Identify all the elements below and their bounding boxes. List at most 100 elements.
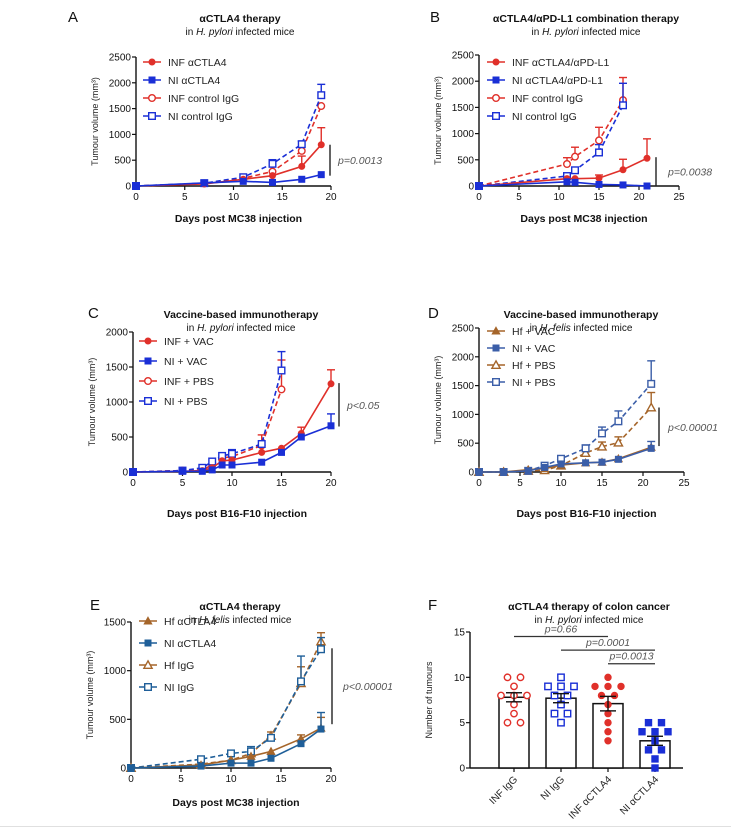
data-point xyxy=(127,764,135,772)
y-tick-label: 2000 xyxy=(452,77,475,88)
legend-marker xyxy=(147,111,156,120)
data-point xyxy=(595,136,604,145)
data-point xyxy=(227,449,236,458)
legend-item: NI IgG xyxy=(139,682,194,694)
y-tick-label: 1000 xyxy=(104,666,127,677)
legend-label: INF control IgG xyxy=(168,93,239,105)
legend-label: NI + VAC xyxy=(164,356,208,368)
data-point xyxy=(571,166,580,175)
legend-marker xyxy=(492,378,501,387)
panel-letter: B xyxy=(430,9,440,26)
legend-item: INF αCTLA4 xyxy=(143,57,227,69)
data-point xyxy=(298,175,306,183)
data-point xyxy=(541,463,549,471)
legend-item: NI αCTLA4/αPD-L1 xyxy=(487,75,603,87)
series-ni-vac xyxy=(475,440,656,476)
x-tick-label: 0 xyxy=(476,192,482,203)
data-point xyxy=(595,174,603,182)
chart-subtitle: in H. felis infected mice xyxy=(530,323,633,334)
series-line xyxy=(135,144,322,187)
data-point xyxy=(246,751,256,760)
chart-subtitle: in H. pylori infected mice xyxy=(186,27,295,38)
series-line xyxy=(479,406,652,473)
data-point xyxy=(643,182,651,190)
data-point xyxy=(267,754,275,762)
chart-subtitle: in H. felis infected mice xyxy=(189,615,292,626)
p-value-annotation: p=0.0038 xyxy=(667,167,712,179)
data-point xyxy=(657,718,666,727)
y-tick-label: 1500 xyxy=(104,618,127,629)
legend-label: Hf + PBS xyxy=(512,360,555,372)
p-value-annotation: p<0.00001 xyxy=(667,422,718,434)
data-point xyxy=(503,718,512,727)
data-point xyxy=(317,141,325,149)
data-point xyxy=(595,148,604,157)
subtitle-suffix: infected mice xyxy=(230,615,292,626)
legend-label: Hf + VAC xyxy=(512,326,556,338)
data-point xyxy=(571,178,579,186)
x-tick-label: 10 xyxy=(555,478,567,489)
y-tick-label: 0 xyxy=(122,468,128,479)
series-line xyxy=(130,728,322,769)
data-point xyxy=(317,171,325,179)
y-axis-label: Tumour volume (mm³) xyxy=(87,358,97,447)
y-axis-label: Tumour volume (mm³) xyxy=(90,77,100,166)
y-tick-label: 500 xyxy=(457,155,474,166)
y-axis-label: Tumour volume (mm³) xyxy=(433,356,443,445)
data-point xyxy=(557,682,565,691)
p-value-annotation: p=0.0013 xyxy=(608,651,653,663)
legend-item: Hf + PBS xyxy=(487,359,555,372)
category-label: INF αCTLA4 xyxy=(567,774,615,822)
legend-marker xyxy=(148,76,156,84)
series-line xyxy=(478,157,648,187)
chart-title: Vaccine-based immunotherapy xyxy=(504,309,659,321)
data-point xyxy=(278,448,285,456)
chart-subtitle: in H. pylori infected mice xyxy=(535,615,644,626)
data-point xyxy=(475,468,483,476)
x-axis-label: Days post B16-F10 injection xyxy=(167,508,307,520)
subtitle-prefix: in xyxy=(189,615,200,626)
y-tick-label: 500 xyxy=(457,439,474,450)
series-line xyxy=(132,425,332,473)
data-point xyxy=(297,146,306,155)
subtitle-suffix: infected mice xyxy=(233,27,295,38)
panel-letter: F xyxy=(428,597,437,614)
series-ni-pbs xyxy=(128,350,286,477)
legend-marker xyxy=(492,111,501,120)
data-point xyxy=(647,379,656,388)
data-point xyxy=(664,728,672,736)
data-point xyxy=(247,759,255,767)
data-point xyxy=(571,152,580,161)
y-tick-label: 1000 xyxy=(109,130,132,141)
data-point xyxy=(510,682,518,691)
x-axis-label: Days post MC38 injection xyxy=(172,797,299,809)
x-axis-label: Days post MC38 injection xyxy=(175,213,302,225)
legend-label: Hf IgG xyxy=(164,660,194,672)
data-point xyxy=(614,455,622,463)
y-tick-label: 1500 xyxy=(106,363,129,374)
data-point xyxy=(580,447,591,457)
y-tick-label: 0 xyxy=(468,182,474,193)
y-tick-label: 1000 xyxy=(106,398,129,409)
subtitle-species: H. pylori xyxy=(197,323,234,334)
panel-c: C Vaccine-based immunotherapy in H. pylori… xyxy=(87,305,380,520)
data-point xyxy=(317,725,325,733)
data-point xyxy=(544,682,552,691)
subtitle-species: H. pylori xyxy=(545,615,582,626)
comparison: p=0.66 xyxy=(514,624,608,638)
legend-marker xyxy=(143,616,153,625)
legend-label: NI + VAC xyxy=(512,343,556,355)
legend-item: NI control IgG xyxy=(487,111,577,123)
legend-label: INF αCTLA4/αPD-L1 xyxy=(512,57,609,69)
x-tick-label: 15 xyxy=(276,478,288,489)
data-point xyxy=(582,459,590,467)
legend-marker xyxy=(492,76,500,84)
bar xyxy=(545,697,577,769)
p-value-annotation: p<0.05 xyxy=(346,400,380,412)
legend-marker xyxy=(143,377,152,386)
legend-marker xyxy=(144,357,152,365)
bar-group: INF IgG xyxy=(488,673,531,807)
